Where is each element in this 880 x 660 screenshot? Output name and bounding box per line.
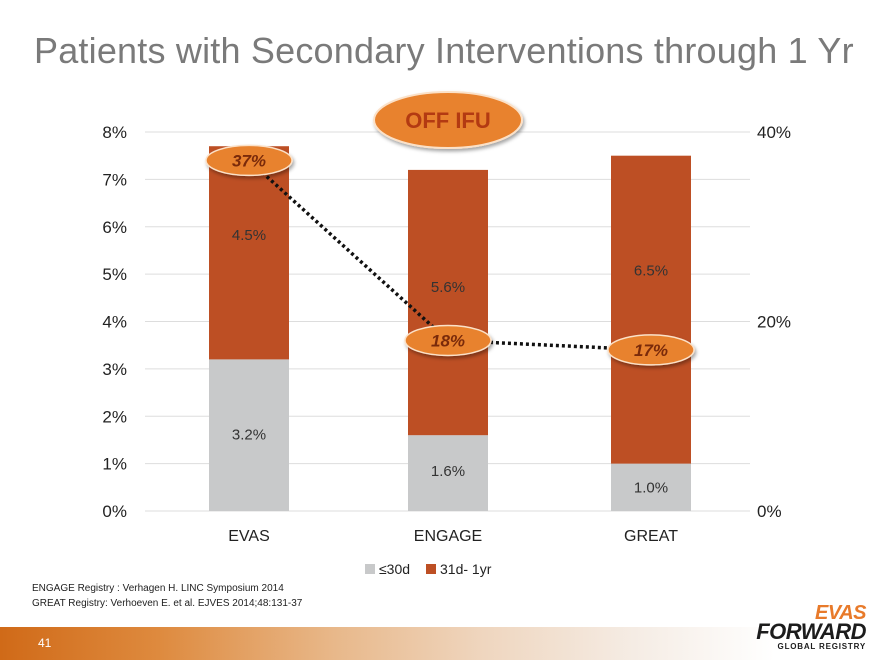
reference-great: GREAT Registry: Verhoeven E. et al. EJVE… <box>32 598 303 609</box>
legend-label: 31d- 1yr <box>440 561 492 577</box>
y-axis-left-tick: 6% <box>102 218 127 237</box>
slide-title: Patients with Secondary Interventions th… <box>34 30 854 71</box>
data-label-30d: 1.0% <box>634 480 668 497</box>
logo-line-forward: FORWARD <box>756 619 866 644</box>
y-axis-left-tick: 0% <box>102 502 127 521</box>
rate-line-segment <box>247 159 450 342</box>
data-label-31d-1yr: 4.5% <box>232 227 266 244</box>
off-ifu-label: OFF IFU <box>405 108 491 133</box>
bar-segment-30d <box>408 435 488 511</box>
data-label-31d-1yr: 6.5% <box>634 263 668 280</box>
data-label-30d: 1.6% <box>431 463 465 480</box>
y-axis-left-tick: 1% <box>102 455 127 474</box>
bar-segment-30d <box>209 359 289 511</box>
rate-bubble-shape <box>607 334 695 366</box>
rate-bubble: 18% <box>404 324 492 357</box>
logo-line-evas: EVAS <box>815 602 866 624</box>
footer-bar <box>0 627 880 660</box>
bar-segment-30d <box>611 463 691 511</box>
x-axis-tick: EVAS <box>228 528 270 545</box>
y-axis-right-tick: 20% <box>757 313 791 332</box>
off-ifu-annotation: OFF IFU <box>373 91 523 149</box>
x-axis-tick: GREAT <box>624 528 678 545</box>
rate-bubble-label: 37% <box>232 151 266 170</box>
data-label-31d-1yr: 5.6% <box>431 279 465 296</box>
legend-swatch <box>365 564 375 574</box>
y-axis-right-tick: 40% <box>757 123 791 142</box>
rate-bubble: 37% <box>205 144 293 177</box>
y-axis-left-tick: 4% <box>102 313 127 332</box>
y-axis-left-tick: 5% <box>102 265 127 284</box>
reference-engage: ENGAGE Registry : Verhagen H. LINC Sympo… <box>32 583 284 594</box>
rate-bubble-shape <box>205 144 293 177</box>
rate-bubble-shape <box>404 324 492 357</box>
y-axis-left-tick: 8% <box>102 123 127 142</box>
rate-bubble: 17% <box>607 334 695 366</box>
stacked-bar-chart: 3.2% 4.5% 1.6% 5.6% 1.0% 6.5% 0% 1% 2% 3% 4% 5% 6% 7… <box>102 91 791 577</box>
slide-number: 41 <box>38 636 52 650</box>
y-axis-right-tick: 0% <box>757 502 782 521</box>
y-axis-left-tick: 7% <box>102 170 127 189</box>
rate-bubble-label: 18% <box>431 331 465 350</box>
x-axis-tick: ENGAGE <box>414 528 482 545</box>
off-ifu-bubble <box>373 91 523 149</box>
data-label-30d: 3.2% <box>232 426 266 443</box>
evas-forward-logo: EVAS FORWARD GLOBAL REGISTRY <box>742 602 866 652</box>
legend-swatch <box>426 564 436 574</box>
y-axis-left-tick: 3% <box>102 360 127 379</box>
logo-line-registry: GLOBAL REGISTRY <box>777 642 866 651</box>
legend-label: ≤30d <box>379 561 410 577</box>
bar-segment-31d-1yr <box>209 146 289 360</box>
bar-segment-31d-1yr <box>408 169 488 436</box>
rate-bubble-label: 17% <box>634 341 668 360</box>
bar-segment-31d-1yr <box>611 155 691 464</box>
references: ENGAGE Registry : Verhagen H. LINC Sympo… <box>32 581 302 611</box>
y-axis-left-tick: 2% <box>102 407 127 426</box>
